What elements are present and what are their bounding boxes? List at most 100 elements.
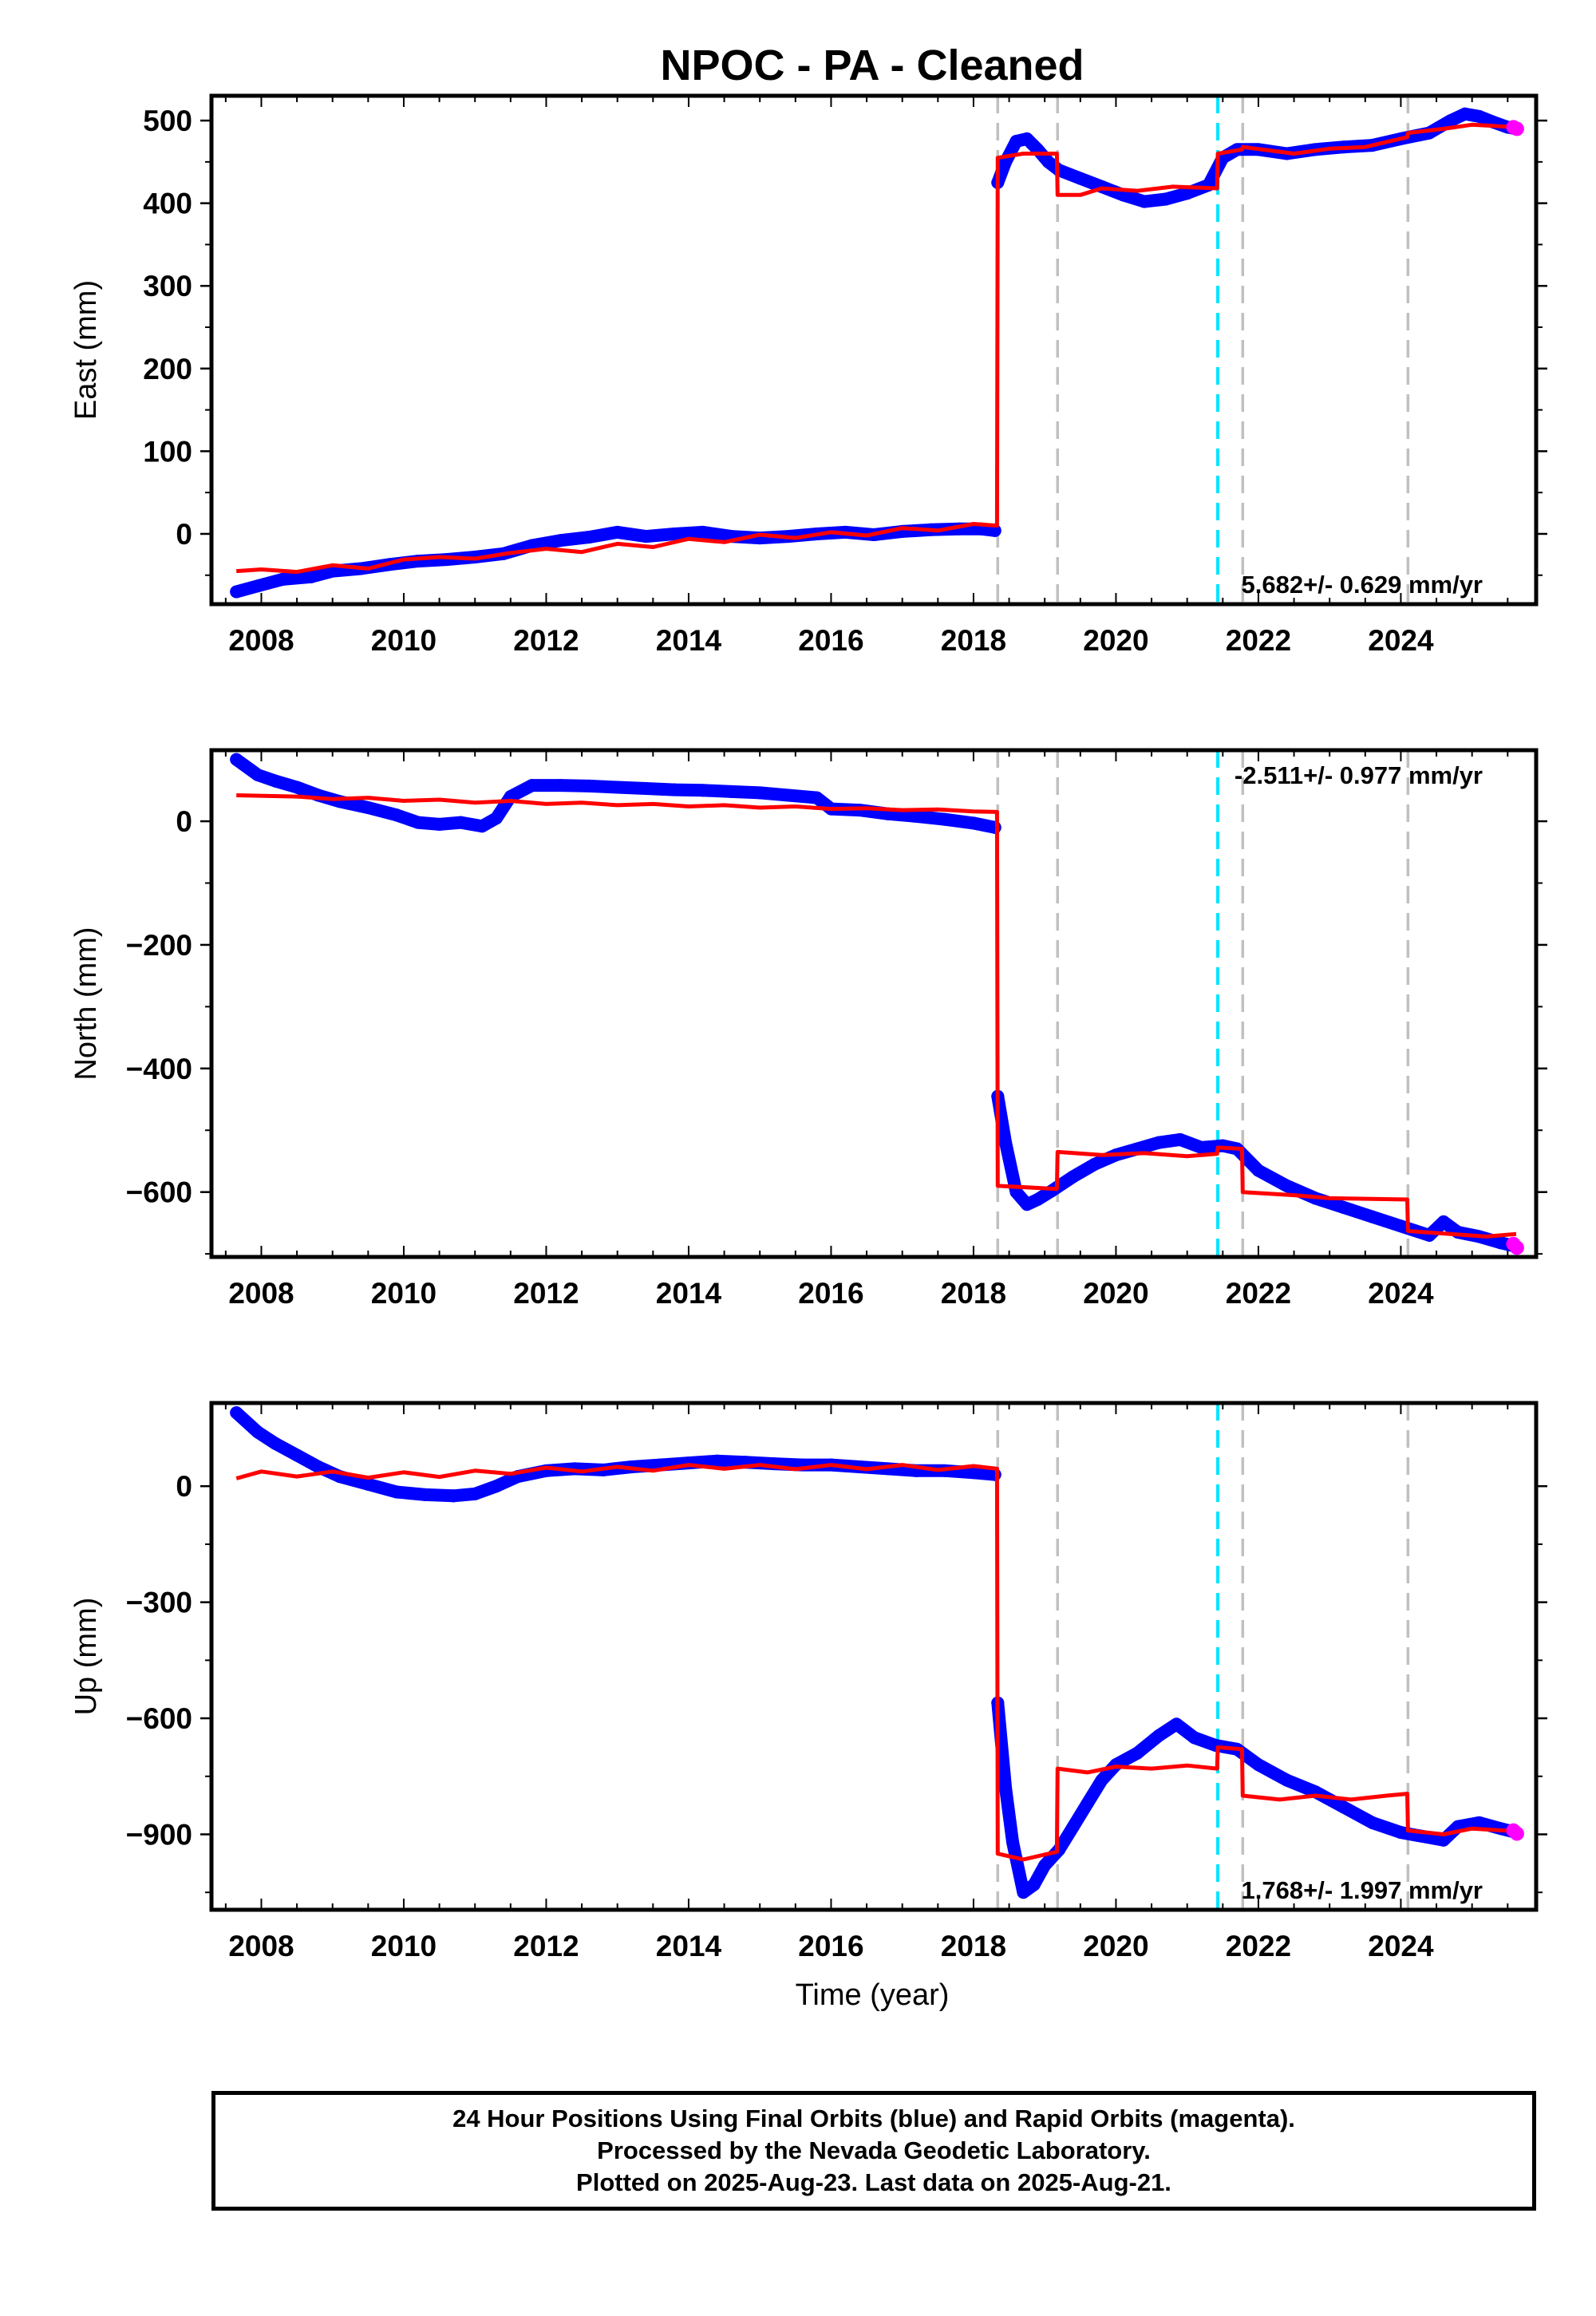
data-point xyxy=(1337,1201,1351,1215)
data-point xyxy=(361,801,375,815)
panels-group: 2008 2010 2012 2014 2016 2018 2020 2022 2024 0 100… xyxy=(69,93,1547,1962)
data-point xyxy=(1009,134,1023,148)
plot-area xyxy=(230,750,1524,1257)
data-point xyxy=(1131,1746,1144,1760)
y-axis-label: East (mm) xyxy=(69,280,103,420)
y-tick-label: −400 xyxy=(126,1053,192,1085)
data-point xyxy=(1006,1836,1020,1849)
data-point xyxy=(251,768,265,781)
x-tick-label: 2018 xyxy=(941,1277,1006,1310)
data-point xyxy=(554,779,567,792)
data-point xyxy=(411,816,425,829)
data-point xyxy=(1031,1192,1045,1206)
x-tick-label: 2014 xyxy=(656,624,722,657)
data-point xyxy=(269,1437,282,1450)
data-point xyxy=(610,525,624,539)
x-tick-label: 2024 xyxy=(1368,1930,1434,1962)
data-point xyxy=(668,527,681,540)
data-point xyxy=(910,809,923,823)
y-tick-label: −600 xyxy=(126,1702,192,1735)
data-band-1 xyxy=(991,107,1523,208)
panel-frame xyxy=(209,93,1539,607)
data-point xyxy=(1138,195,1152,208)
x-tick-label: 2010 xyxy=(371,1277,437,1310)
data-point xyxy=(1073,172,1087,185)
data-point xyxy=(418,1488,432,1501)
data-point xyxy=(583,779,596,792)
data-point xyxy=(988,524,1001,537)
x-tick-label: 2016 xyxy=(798,1277,863,1310)
data-point xyxy=(1170,1717,1183,1731)
plot-area xyxy=(230,96,1524,604)
data-point xyxy=(311,1460,325,1473)
data-point xyxy=(1180,187,1194,200)
x-tick-label: 2018 xyxy=(941,624,1006,657)
data-point xyxy=(753,786,767,800)
data-point xyxy=(1494,1236,1507,1250)
data-point xyxy=(1458,107,1472,121)
data-point xyxy=(1280,1179,1294,1192)
data-point xyxy=(1095,1773,1108,1787)
data-point xyxy=(639,782,653,796)
model-line xyxy=(235,1463,1517,1862)
data-point xyxy=(988,820,1001,834)
data-point xyxy=(1066,1170,1080,1184)
data-point xyxy=(966,1466,980,1480)
x-tick-label: 2018 xyxy=(941,1930,1006,1962)
x-tick-label: 2014 xyxy=(656,1277,722,1310)
x-tick-label: 2014 xyxy=(656,1930,722,1962)
panel-frame xyxy=(209,1401,1539,1912)
data-point xyxy=(1251,1758,1265,1772)
data-point xyxy=(447,1489,460,1503)
y-tick-label: 100 xyxy=(143,435,192,468)
x-tick-label: 2020 xyxy=(1083,1277,1148,1310)
data-point xyxy=(1365,1816,1379,1829)
data-point xyxy=(1444,114,1457,128)
data-point xyxy=(1472,1816,1486,1829)
footer-line-2: Processed by the Nevada Geodetic Laborat… xyxy=(597,2136,1151,2164)
y-tick-label: 300 xyxy=(143,270,192,302)
model-line xyxy=(236,793,1517,1239)
x-tick-label: 2012 xyxy=(513,624,579,657)
data-point xyxy=(1173,1132,1187,1146)
data-point xyxy=(1436,1833,1450,1847)
data-point xyxy=(1066,1820,1080,1833)
x-tick-label: 2022 xyxy=(1226,1277,1291,1310)
x-tick-label: 2016 xyxy=(798,624,863,657)
x-tick-label: 2010 xyxy=(371,1930,437,1962)
x-tick-label: 2010 xyxy=(371,624,437,657)
data-point xyxy=(251,1425,265,1439)
y-tick-label: −600 xyxy=(126,1176,192,1209)
data-point xyxy=(1080,1796,1094,1810)
y-tick-label: 400 xyxy=(143,188,192,220)
x-tick-label: 2024 xyxy=(1368,1277,1434,1310)
data-point xyxy=(251,579,265,593)
data-point xyxy=(1088,1157,1101,1171)
data-point xyxy=(1152,1136,1165,1149)
data-point xyxy=(1187,1731,1201,1745)
x-tick-label: 2008 xyxy=(228,1277,294,1310)
data-point xyxy=(1159,192,1172,206)
x-tick-label: 2012 xyxy=(513,1277,579,1310)
data-point xyxy=(1195,1140,1208,1154)
data-point xyxy=(230,753,243,766)
data-point xyxy=(999,1781,1013,1795)
data-point xyxy=(489,812,503,825)
rapid-point xyxy=(1509,121,1524,136)
x-tick-label: 2022 xyxy=(1226,624,1291,657)
panel-north: 2008 2010 2012 2014 2016 2018 2020 2022 2024 0 −20… xyxy=(69,748,1547,1310)
footer-box: 24 Hour Positions Using Final Orbits (bl… xyxy=(211,2091,1536,2211)
data-point xyxy=(276,572,290,586)
data-point xyxy=(230,585,243,599)
data-point xyxy=(1020,1198,1033,1211)
y-tick-label: 500 xyxy=(143,105,192,137)
data-point xyxy=(1017,1886,1030,1899)
data-point xyxy=(999,1136,1013,1149)
data-point xyxy=(468,1487,482,1500)
model-line xyxy=(236,122,1517,575)
chart-title: NPOC - PA - Cleaned xyxy=(660,41,1084,89)
data-point xyxy=(725,785,738,798)
data-point xyxy=(710,1454,724,1468)
data-point xyxy=(966,816,980,830)
